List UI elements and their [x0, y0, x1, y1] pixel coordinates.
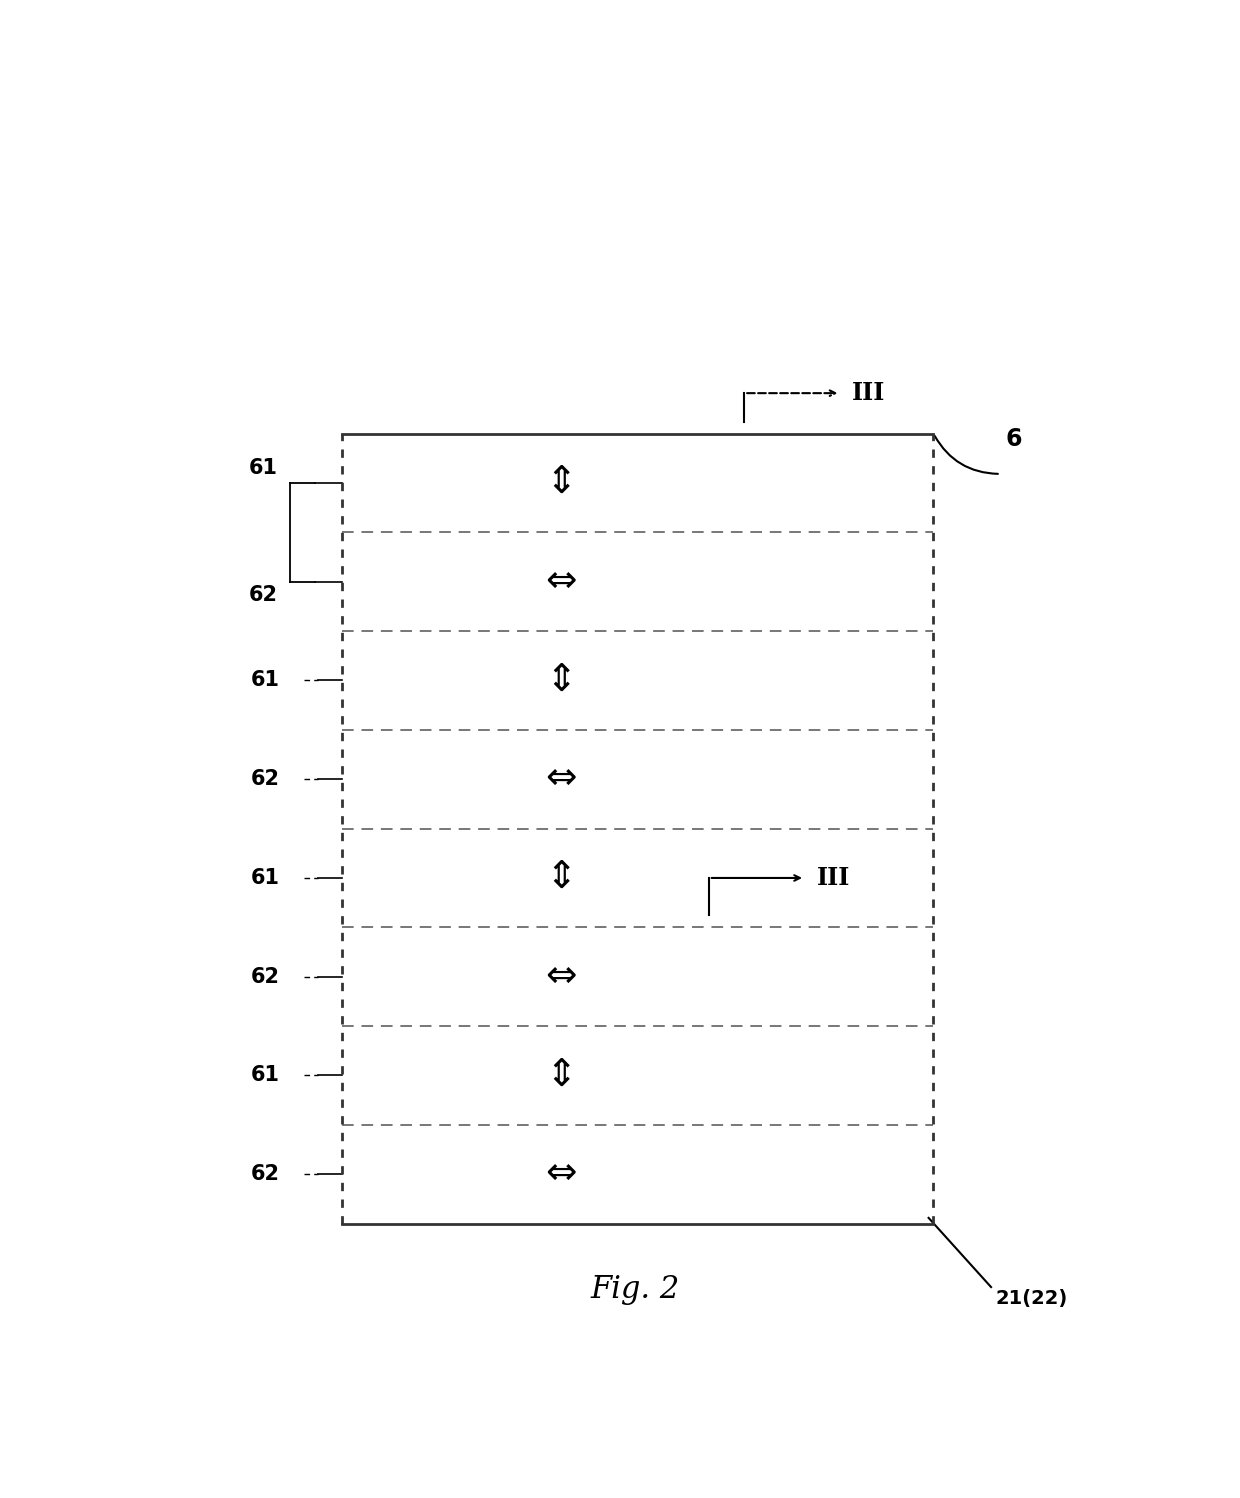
Text: III: III: [816, 866, 849, 890]
Bar: [342, 433, 934, 1224]
Text: Fig. 2: Fig. 2: [591, 1273, 680, 1305]
Text: 21(22): 21(22): [996, 1290, 1068, 1308]
Text: 62: 62: [250, 1164, 280, 1185]
Text: ⇔: ⇔: [546, 563, 577, 599]
Text: III: III: [852, 380, 885, 404]
Text: 61: 61: [250, 671, 280, 691]
Text: 6: 6: [1006, 427, 1022, 451]
Text: ⇔: ⇔: [546, 761, 577, 797]
Text: 61: 61: [250, 1065, 280, 1086]
Text: ⇕: ⇕: [546, 860, 577, 896]
Text: 62: 62: [249, 586, 278, 605]
Text: 62: 62: [250, 966, 280, 987]
Text: 62: 62: [250, 768, 280, 789]
Text: ⇕: ⇕: [546, 464, 577, 500]
Text: 61: 61: [250, 867, 280, 888]
Text: ⇔: ⇔: [546, 1156, 577, 1192]
Text: ⇔: ⇔: [546, 959, 577, 995]
Text: 61: 61: [249, 458, 278, 478]
Text: ⇕: ⇕: [546, 1058, 577, 1094]
Text: ⇕: ⇕: [546, 662, 577, 698]
